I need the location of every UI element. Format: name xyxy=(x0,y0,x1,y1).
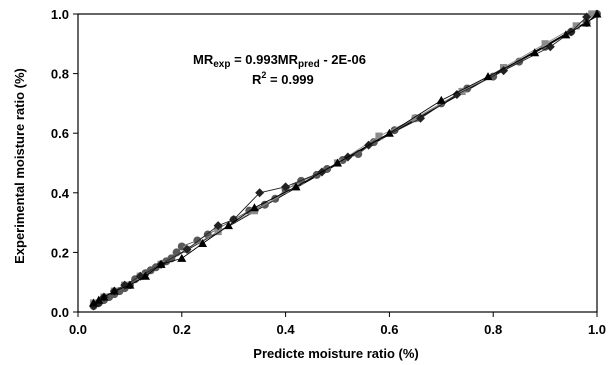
data-point-square xyxy=(588,10,596,18)
y-tick-label: 0.4 xyxy=(51,186,70,201)
tick-layer: 0.0 0.2 0.4 0.6 0.8 1.0 0.0 0.2 0.4 0.6 0.8 1.0 xyxy=(51,7,606,337)
data-point-square xyxy=(214,227,222,236)
equation-mid: = 0.993MR xyxy=(230,52,298,67)
data-point-diamond xyxy=(545,42,555,52)
data-point-triangle xyxy=(291,182,301,191)
equation-lhs: MR xyxy=(193,52,214,67)
data-point-triangle xyxy=(198,238,208,247)
data-point-triangle xyxy=(582,18,592,27)
r2-value: = 0.999 xyxy=(266,72,313,87)
x-tick-label: 0.4 xyxy=(277,322,296,337)
y-tick-label: 0.8 xyxy=(51,67,69,82)
data-point-triangle xyxy=(436,95,446,104)
data-point-triangle xyxy=(109,286,119,295)
x-axis-title: Predicte moisture ratio (%) xyxy=(253,346,418,361)
data-point-diamond xyxy=(120,280,130,290)
data-point-diamond xyxy=(213,221,223,231)
data-point-square xyxy=(541,40,549,48)
data-point-triangle xyxy=(530,48,540,57)
data-point-triangle xyxy=(177,253,187,262)
y-tick-label: 1.0 xyxy=(51,7,69,22)
data-point-square xyxy=(572,22,580,30)
data-point-diamond xyxy=(281,182,291,192)
plot-frame xyxy=(77,13,598,313)
data-point-diamond xyxy=(416,113,426,123)
x-tick-label: 0.2 xyxy=(173,322,191,337)
data-point-diamond xyxy=(182,244,192,254)
data-point-triangle xyxy=(333,158,342,167)
equation-rhs: - 2E-06 xyxy=(320,52,366,67)
y-axis-title: Experimental moisture ratio (%) xyxy=(12,68,27,264)
data-point-diamond xyxy=(499,66,509,76)
data-point-diamond xyxy=(255,188,265,198)
data-point-triangle xyxy=(561,30,571,39)
data-point-triangle xyxy=(94,295,104,304)
x-tick-label: 1.0 xyxy=(588,322,606,337)
data-point-square xyxy=(411,114,419,122)
series-4-line xyxy=(93,13,598,304)
data-point-triangle xyxy=(89,298,99,307)
data-point-triangle xyxy=(249,203,259,212)
data-point-triangle xyxy=(592,9,602,18)
equation-lhs-sub: exp xyxy=(213,59,230,70)
y-tick-label: 0.0 xyxy=(51,305,69,320)
data-point-triangle xyxy=(156,259,166,268)
equation-annotation: MRexp = 0.993MRpred - 2E-06 xyxy=(193,52,366,70)
data-point-triangle xyxy=(140,271,150,280)
data-point-triangle xyxy=(483,72,493,81)
r2-sup: 2 xyxy=(261,70,266,80)
x-tick-label: 0.6 xyxy=(380,322,398,337)
x-tick-label: 0.8 xyxy=(484,322,502,337)
data-point-diamond xyxy=(452,89,462,99)
y-tick-label: 0.6 xyxy=(51,126,69,141)
data-point-triangle xyxy=(384,128,394,137)
data-point-diamond xyxy=(582,12,592,22)
equation-mid-sub: pred xyxy=(298,59,320,70)
y-tick-label: 0.2 xyxy=(51,245,69,260)
r2-annotation: R2 = 0.999 xyxy=(252,70,314,87)
axes xyxy=(77,13,598,313)
data-point-triangle xyxy=(99,292,109,301)
series-layer xyxy=(89,9,602,311)
data-point-diamond xyxy=(229,215,239,225)
data-point-triangle xyxy=(224,221,234,230)
r2-label: R xyxy=(252,72,262,87)
data-point-triangle xyxy=(125,280,135,289)
data-point-square xyxy=(375,132,383,140)
x-tick-label: 0.0 xyxy=(69,322,87,337)
